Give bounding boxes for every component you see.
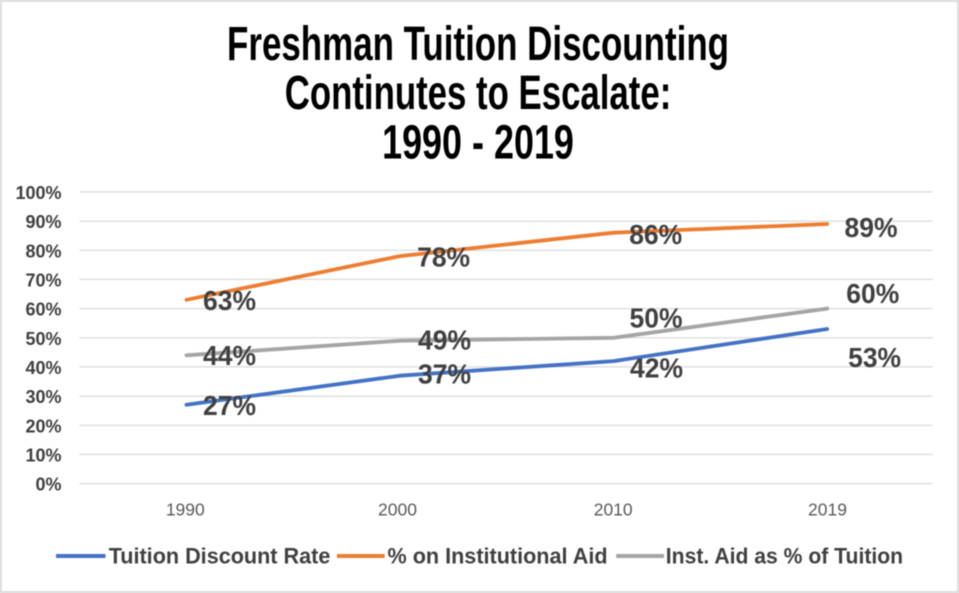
svg-text:10%: 10% — [25, 445, 61, 465]
svg-text:2010: 2010 — [594, 500, 633, 520]
svg-text:100%: 100% — [15, 183, 61, 203]
svg-text:80%: 80% — [25, 241, 61, 261]
svg-text:90%: 90% — [25, 212, 61, 232]
svg-text:27%: 27% — [203, 389, 256, 421]
svg-text:44%: 44% — [203, 339, 256, 371]
svg-text:86%: 86% — [629, 218, 682, 250]
svg-text:40%: 40% — [25, 358, 61, 378]
svg-text:60%: 60% — [25, 300, 61, 320]
svg-text:2000: 2000 — [378, 500, 417, 520]
svg-text:1990 - 2019: 1990 - 2019 — [382, 116, 574, 169]
svg-text:89%: 89% — [845, 211, 898, 243]
svg-text:37%: 37% — [418, 358, 471, 390]
svg-text:53%: 53% — [848, 341, 901, 373]
svg-text:Tuition Discount Rate: Tuition Discount Rate — [109, 543, 331, 568]
svg-text:30%: 30% — [25, 387, 61, 407]
svg-text:0%: 0% — [35, 475, 61, 495]
svg-text:2019: 2019 — [808, 500, 847, 520]
svg-text:60%: 60% — [846, 277, 899, 309]
svg-text:Continutes to Escalate:: Continutes to Escalate: — [285, 66, 672, 120]
svg-text:Freshman Tuition Discounting: Freshman Tuition Discounting — [227, 16, 729, 70]
svg-text:Inst. Aid as % of Tuition: Inst. Aid as % of Tuition — [666, 543, 903, 569]
svg-text:63%: 63% — [203, 284, 256, 316]
svg-text:50%: 50% — [630, 302, 683, 334]
svg-text:42%: 42% — [630, 352, 683, 384]
svg-text:50%: 50% — [25, 329, 61, 349]
svg-text:49%: 49% — [418, 324, 471, 356]
svg-text:% on Institutional Aid: % on Institutional Aid — [388, 543, 608, 568]
svg-text:70%: 70% — [25, 270, 61, 290]
svg-text:78%: 78% — [417, 241, 470, 273]
svg-text:20%: 20% — [25, 416, 61, 436]
svg-text:1990: 1990 — [166, 500, 205, 520]
